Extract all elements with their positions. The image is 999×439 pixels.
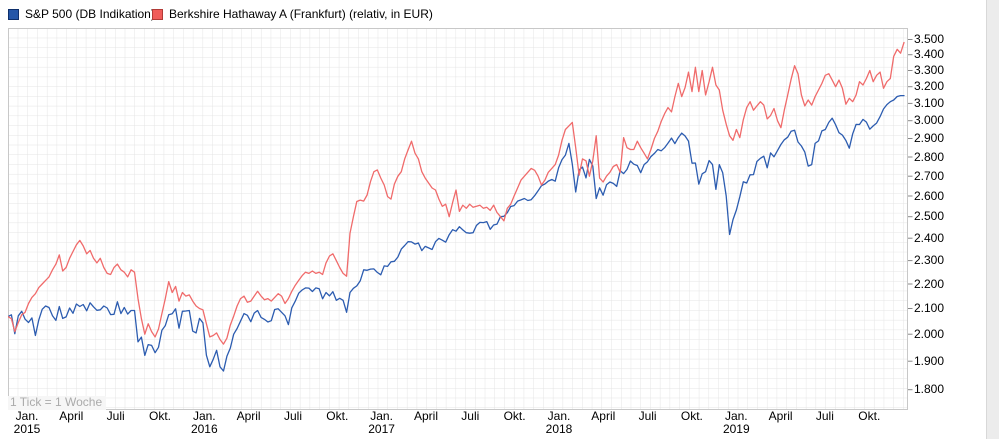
x-axis-month-label: Juli: [638, 409, 657, 423]
sp500-line: [8, 94, 905, 372]
y-axis-label: 3.400: [914, 47, 945, 62]
legend-item-berkshire: Berkshire Hathaway A (Frankfurt) (relati…: [152, 5, 433, 23]
legend: S&P 500 (DB Indikation) Berkshire Hathaw…: [0, 5, 980, 23]
x-axis-month-label: Jan.: [724, 409, 748, 423]
x-axis-month-label: Okt.: [503, 409, 526, 423]
x-axis-month-label: Okt.: [858, 409, 881, 423]
page-background-strip: [986, 0, 999, 439]
y-axis-label: 3.100: [914, 95, 945, 110]
y-axis-label: 2.500: [914, 209, 945, 224]
x-axis-month-label: Jan.: [370, 409, 393, 423]
x-axis-month-label: Juli: [283, 409, 303, 423]
x-axis-month-label: April: [413, 409, 439, 423]
y-axis-label: 2.300: [914, 253, 945, 268]
x-axis-month-label: April: [591, 409, 616, 423]
y-axis-label: 3.500: [914, 32, 945, 46]
x-axis-year-label: 2019: [722, 422, 750, 436]
y-axis-label: 1.900: [914, 353, 945, 368]
x-axis-month-label: April: [236, 409, 261, 423]
x-axis-month-label: Juli: [106, 409, 125, 423]
y-axis-label: 2.600: [914, 188, 945, 203]
tick-interval-note: 1 Tick = 1 Woche: [8, 396, 107, 410]
x-axis-month-label: Jan.: [15, 409, 39, 423]
berkshire-swatch-icon: [152, 8, 163, 20]
x-axis-month-label: Jan.: [547, 409, 571, 423]
x-axis-month-label: Jan.: [192, 409, 216, 423]
grid: [8, 28, 908, 410]
x-axis-month-label: Juli: [461, 409, 480, 423]
y-axis-label: 1.800: [914, 382, 945, 397]
legend-label-berkshire: Berkshire Hathaway A (Frankfurt) (relati…: [169, 7, 433, 21]
legend-item-sp500: S&P 500 (DB Indikation): [8, 5, 155, 23]
price-chart: [8, 28, 913, 410]
y-axis-label: 2.700: [914, 168, 945, 183]
plot-border: [8, 28, 908, 410]
x-axis-year-label: 2016: [190, 422, 218, 436]
x-axis-month-label: April: [768, 409, 793, 423]
y-axis-label: 3.000: [914, 113, 945, 128]
sp500-swatch-icon: [8, 8, 19, 20]
y-axis-label: 2.200: [914, 276, 945, 291]
legend-label-sp500: S&P 500 (DB Indikation): [25, 7, 155, 21]
x-axis-month-label: Okt.: [326, 409, 349, 423]
y-axis-label: 2.400: [914, 230, 945, 245]
x-axis-year-label: 2017: [368, 422, 395, 436]
y-axis-label: 2.900: [914, 131, 945, 145]
berkshire-line: [8, 41, 905, 345]
x-axis-year-label: 2018: [545, 422, 573, 436]
y-axis-label: 2.000: [914, 326, 945, 341]
x-axis-month-label: Okt.: [680, 409, 703, 423]
x-axis-month-label: Okt.: [148, 409, 172, 423]
y-axis-label: 2.800: [914, 149, 945, 164]
y-axis-label: 2.100: [914, 301, 945, 315]
x-axis-month-label: April: [59, 409, 84, 423]
x-axis-year-label: 2015: [13, 422, 41, 436]
y-axis-label: 3.200: [914, 79, 945, 94]
x-axis-month-label: Juli: [815, 409, 834, 423]
y-axis-label: 3.300: [914, 63, 945, 77]
